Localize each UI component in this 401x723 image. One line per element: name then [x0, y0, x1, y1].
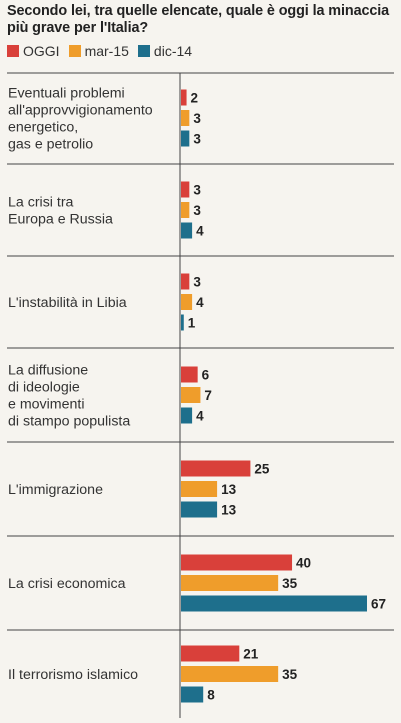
legend-label-oggi: OGGI: [23, 43, 60, 59]
data-label: 3: [193, 132, 201, 147]
data-label: 6: [202, 368, 210, 383]
data-label: 4: [196, 295, 204, 310]
legend-item-mar-15: mar-15: [68, 43, 129, 59]
data-label: 35: [282, 576, 298, 591]
bar: [181, 130, 190, 147]
bar: [181, 387, 201, 403]
data-label: 3: [193, 203, 201, 218]
chart-title: Secondo lei, tra quelle elencate, quale …: [7, 3, 390, 36]
data-label: 8: [207, 688, 215, 703]
category-label: La crisi tra Europa e Russia: [8, 195, 113, 228]
bar: [181, 481, 218, 497]
data-label: 3: [193, 275, 201, 290]
legend-item-oggi: OGGI: [7, 43, 60, 59]
legend: OGGI mar-15 dic-14: [7, 42, 201, 60]
category-label: L'instabilità in Libia: [8, 295, 127, 311]
data-label: 4: [196, 224, 204, 239]
legend-swatch-mar-15: [68, 45, 81, 57]
bar: [181, 222, 193, 239]
bar: [181, 366, 198, 383]
bar: [181, 460, 251, 477]
category-label: L'immigrazione: [8, 482, 103, 498]
bar: [181, 595, 367, 612]
data-label: 21: [243, 647, 259, 662]
bar: [181, 110, 190, 126]
bar: [181, 181, 190, 198]
data-label: 35: [282, 667, 298, 682]
bar: [181, 666, 279, 682]
bar: [181, 501, 218, 518]
data-label: 13: [221, 482, 237, 497]
bar: [181, 407, 193, 424]
data-label: 67: [371, 597, 386, 612]
category-label: La crisi economica: [8, 576, 126, 592]
bar: [181, 294, 193, 310]
bar: [181, 554, 293, 571]
data-label: 40: [296, 556, 311, 571]
data-label: 25: [254, 462, 270, 477]
legend-label-mar-15: mar-15: [84, 43, 129, 59]
bar: [181, 202, 190, 218]
legend-swatch-oggi: [7, 45, 19, 57]
data-label: 3: [193, 111, 201, 126]
data-label: 7: [204, 388, 212, 403]
data-label: 1: [188, 316, 196, 331]
legend-label-dic-14: dic-14: [153, 43, 193, 59]
category-label: Eventuali problemi all'approvvigionamento…: [8, 86, 153, 153]
bar: [181, 686, 204, 703]
data-label: 4: [196, 409, 204, 424]
bar: [181, 273, 190, 290]
legend-swatch-dic-14: [137, 45, 150, 57]
bar: [181, 89, 187, 106]
bar: [181, 314, 184, 331]
bar: [181, 645, 240, 662]
category-label: Il terrorismo islamico: [8, 667, 138, 683]
data-label: 2: [191, 91, 199, 106]
data-label: 3: [193, 183, 201, 198]
data-label: 13: [221, 503, 237, 518]
legend-item-dic-14: dic-14: [137, 43, 193, 59]
category-label: La diffusione di ideologie e movimenti di s…: [8, 363, 130, 430]
bar: [181, 575, 279, 591]
